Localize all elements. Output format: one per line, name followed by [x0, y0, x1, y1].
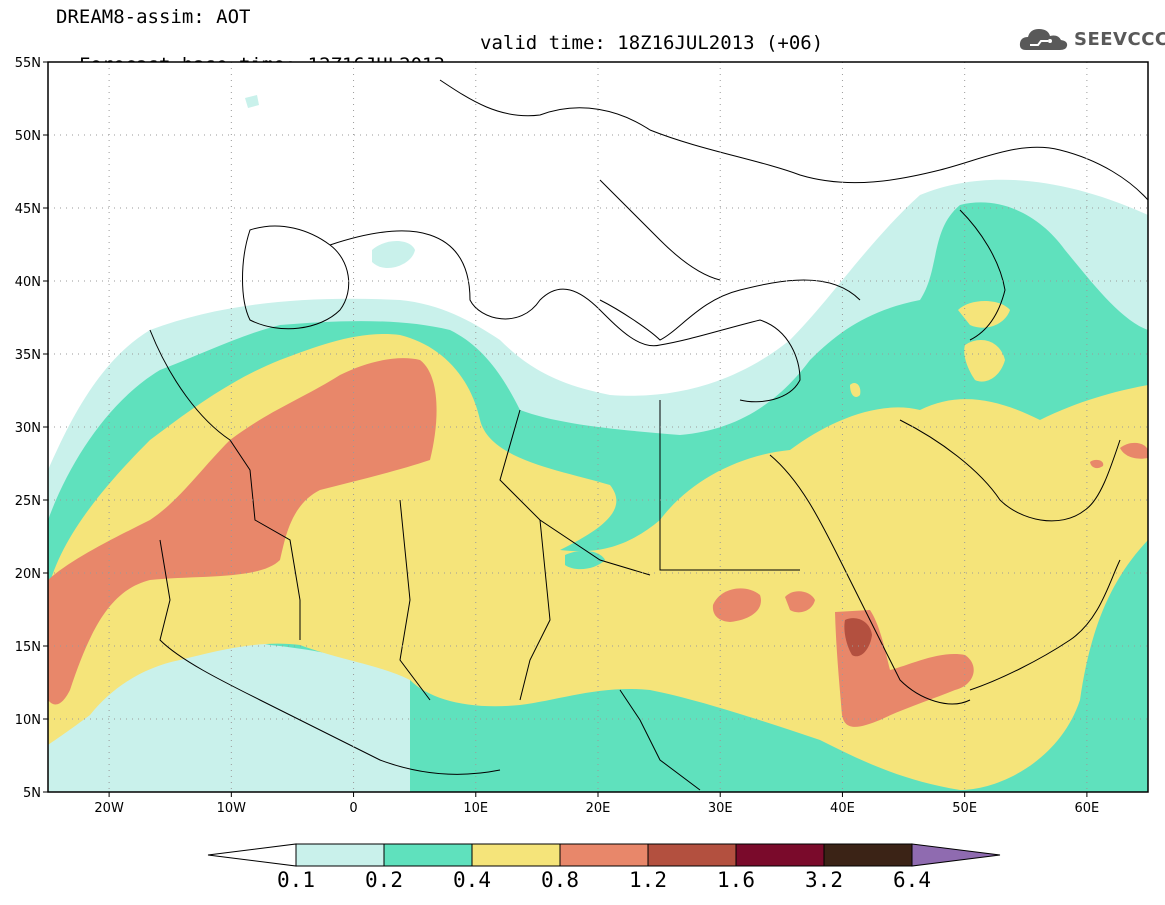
lat-label: 20N — [15, 567, 41, 582]
colorbar-arrow-high — [911, 843, 1001, 867]
cloud-icon — [1019, 29, 1068, 50]
lat-label: 55N — [15, 56, 41, 71]
colorbar-arrow-low — [207, 843, 297, 867]
lat-label: 50N — [15, 129, 41, 144]
legend-level-label: 0.2 — [365, 868, 403, 892]
colorbar-segment — [647, 843, 737, 867]
colorbar-segment — [295, 843, 385, 867]
lat-label: 25N — [15, 494, 41, 509]
lat-label: 40N — [15, 275, 41, 290]
colorbar-segment — [823, 843, 913, 867]
legend-level-label: 0.4 — [453, 868, 491, 892]
brand-logo: SEEVCCC — [1018, 24, 1165, 54]
aot-contour-0.8-iran — [964, 340, 1005, 382]
lon-label: 10E — [463, 801, 488, 816]
lon-label: 20E — [586, 801, 611, 816]
legend-level-label: 0.8 — [541, 868, 579, 892]
aot-contour-0.8 — [48, 358, 437, 705]
aot-contour-0.8-gap — [565, 550, 605, 570]
aot-field — [48, 62, 1148, 792]
lat-label: 5N — [23, 786, 41, 801]
brand-name: SEEVCCC — [1074, 28, 1165, 50]
aot-contour-0.8-caspian — [958, 301, 1010, 328]
aot-contour-0.8-sudan — [785, 591, 815, 613]
lat-label: 15N — [15, 640, 41, 655]
lon-label: 60E — [1075, 801, 1100, 816]
colorbar-segment — [559, 843, 649, 867]
lon-label: 20W — [94, 801, 124, 816]
colorbar-segment — [471, 843, 561, 867]
colorbar-segment — [383, 843, 473, 867]
aot-contour-0.8-sahel — [712, 588, 761, 622]
lat-label: 35N — [15, 348, 41, 363]
lon-label: 40E — [830, 801, 855, 816]
valid-time-label: valid time: 18Z16JUL2013 (+06) — [480, 32, 824, 54]
longitude-labels: 20W 10W 0 10E 20E 30E 40E 50E 60E — [94, 801, 1099, 816]
legend-level-label: 3.2 — [805, 868, 843, 892]
lat-label: 45N — [15, 202, 41, 217]
legend-level-label: 1.6 — [717, 868, 755, 892]
latitude-labels: 55N 50N 45N 40N 35N 30N 25N 20N 15N 10N 5N — [15, 56, 41, 801]
legend-level-label: 1.2 — [629, 868, 667, 892]
legend-level-label: 6.4 — [893, 868, 931, 892]
axis-ticks — [43, 61, 1088, 797]
lat-label: 30N — [15, 421, 41, 436]
aot-contour-0.8-north — [850, 383, 861, 397]
coastlines — [149, 79, 1148, 791]
aot-contour-1.2 — [844, 618, 872, 657]
map-title: DREAM8-assim: AOT — [56, 6, 251, 28]
aot-contour-0.8-arabia — [1090, 459, 1104, 469]
colorbar-segment — [735, 843, 825, 867]
lon-label: 10W — [217, 801, 247, 816]
aot-contour-0.1-uk — [245, 95, 259, 108]
lat-label: 10N — [15, 713, 41, 728]
aot-contour-0.1-n — [372, 241, 415, 269]
lon-label: 0 — [349, 801, 357, 816]
lon-label: 50E — [952, 801, 977, 816]
legend-colorbar — [207, 843, 1001, 867]
aot-contour-0.8-oman — [1120, 442, 1148, 459]
lon-label: 30E — [708, 801, 733, 816]
legend-level-label: 0.1 — [277, 868, 315, 892]
